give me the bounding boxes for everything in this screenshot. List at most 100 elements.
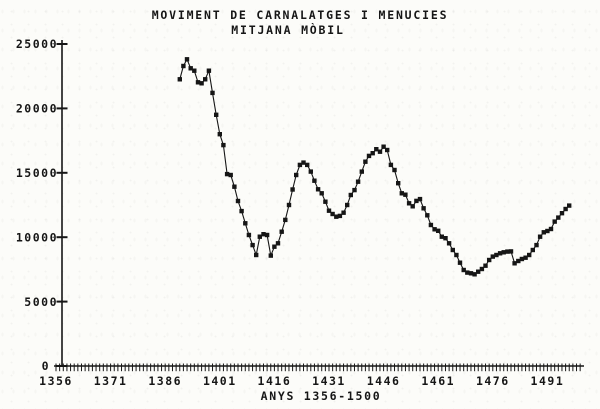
data-point [345, 202, 350, 208]
data-point [203, 77, 208, 82]
x-tick-label: 1461 [421, 374, 455, 388]
data-point [326, 208, 332, 213]
data-point [567, 203, 572, 208]
y-tick-label: 25000 [16, 37, 58, 51]
data-point [199, 81, 204, 86]
data-point [279, 229, 284, 234]
series-line [179, 58, 570, 275]
data-point [221, 142, 226, 148]
x-tick-label: 1386 [148, 374, 182, 388]
data-point [563, 206, 568, 212]
data-point [516, 258, 521, 264]
data-point [537, 234, 543, 239]
data-point [254, 252, 259, 258]
data-point [290, 187, 295, 192]
data-point [523, 255, 528, 260]
data-point [359, 169, 364, 174]
data-point [494, 252, 499, 258]
x-axis-caption: ANYS 1356-1500 [260, 389, 382, 403]
data-point [406, 201, 412, 206]
data-point [534, 242, 539, 248]
data-point [323, 199, 328, 204]
data-point [465, 270, 470, 275]
y-tick-label: 5000 [24, 295, 58, 309]
data-point [363, 159, 368, 164]
data-point [235, 198, 241, 204]
data-point [436, 228, 441, 233]
data-point [355, 179, 361, 184]
data-point [337, 213, 343, 219]
data-point [497, 251, 503, 256]
data-point [294, 172, 299, 178]
data-point [439, 234, 444, 239]
x-tick-label: 1431 [312, 374, 346, 388]
data-point [377, 149, 383, 154]
data-point [228, 172, 233, 178]
data-point [330, 211, 335, 217]
data-point [246, 232, 252, 238]
data-point [348, 192, 353, 198]
data-point [501, 250, 506, 255]
data-point [403, 192, 408, 197]
data-point [374, 147, 379, 152]
data-point [443, 236, 448, 241]
data-point [184, 57, 190, 62]
data-point [505, 249, 510, 254]
chart-subtitle: MITJANA MÒBIL [231, 23, 345, 37]
data-point [385, 147, 390, 153]
data-point [232, 184, 237, 189]
data-point [286, 202, 292, 208]
data-point [272, 244, 277, 249]
data-point [556, 215, 561, 220]
data-point [450, 247, 455, 253]
data-point [334, 214, 339, 219]
data-point [224, 171, 230, 177]
data-point [297, 162, 303, 168]
x-tick-label: 1371 [94, 374, 128, 388]
data-point [548, 226, 554, 232]
data-point [541, 230, 546, 235]
data-point [261, 232, 266, 237]
data-point [239, 208, 244, 214]
data-point [177, 77, 182, 82]
data-point [468, 271, 474, 276]
data-point [206, 68, 212, 73]
data-point [250, 242, 255, 248]
data-point [188, 66, 193, 71]
data-point [352, 187, 357, 193]
data-point [454, 252, 459, 258]
data-point [432, 227, 437, 232]
data-point [483, 263, 488, 268]
data-point [519, 256, 525, 262]
data-point [552, 219, 557, 224]
data-point [319, 191, 324, 196]
data-point [410, 204, 415, 209]
y-tick-label: 10000 [16, 230, 58, 244]
data-point [559, 211, 565, 216]
data-point [257, 234, 262, 239]
x-tick-label: 1446 [367, 374, 401, 388]
data-point [283, 217, 288, 223]
data-point [461, 267, 466, 273]
chart-title: MOVIMENT DE CARNALATGES I MENUCIES [151, 8, 449, 22]
data-point [472, 272, 477, 277]
data-point [527, 252, 532, 258]
x-tick-label: 1356 [39, 374, 73, 388]
data-point [370, 151, 375, 156]
data-point [195, 80, 201, 85]
x-tick-label: 1401 [203, 374, 237, 388]
data-point [425, 213, 430, 218]
x-tick-label: 1491 [531, 374, 565, 388]
data-point [476, 269, 481, 274]
data-point [312, 178, 317, 183]
data-point [308, 169, 313, 174]
data-point [399, 191, 404, 196]
data-point [210, 90, 215, 96]
data-point [214, 112, 219, 117]
data-point [417, 196, 423, 202]
data-point [388, 162, 394, 168]
y-tick-label: 20000 [16, 102, 58, 116]
x-tick-label: 1416 [258, 374, 292, 388]
data-point [392, 167, 397, 173]
